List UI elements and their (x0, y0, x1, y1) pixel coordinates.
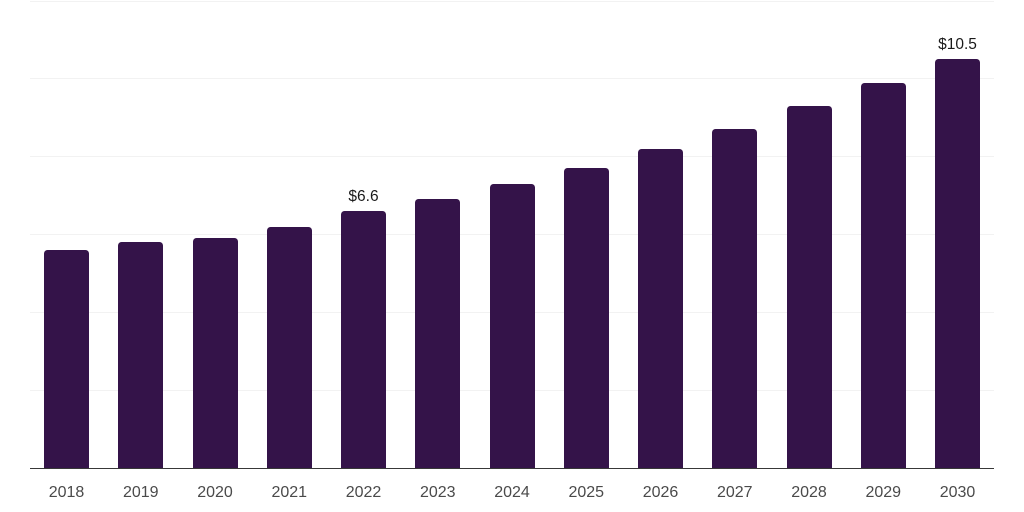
bar-2025 (563, 168, 609, 468)
bar-group-2029 (860, 1, 906, 468)
x-axis-label-2026: 2026 (642, 484, 679, 501)
bar-group-2028 (786, 1, 832, 468)
bar-2021 (266, 226, 312, 468)
plot-area: $6.6 $10.5 (30, 0, 994, 469)
x-axis-label-2030: 2030 (939, 484, 976, 501)
bar-2028 (786, 106, 832, 468)
x-axis-label-2025: 2025 (568, 484, 605, 501)
bar-group-2023 (415, 1, 461, 468)
x-axis-label-2022: 2022 (345, 484, 382, 501)
bar-2022 (341, 211, 386, 468)
bar-group-2020 (192, 1, 238, 468)
x-axis-tick-labels: 2018 2019 2020 2021 2022 2023 2024 2025 2026 2027… (44, 485, 980, 501)
x-axis-label-2019: 2019 (122, 484, 159, 501)
bar-2018 (44, 250, 89, 468)
bar-value-label-2022: $6.6 (348, 187, 379, 205)
gridline-12 (30, 0, 994, 2)
gridline-10 (30, 78, 994, 80)
x-axis-label-2024: 2024 (494, 484, 530, 501)
bar-group-2021 (266, 1, 312, 468)
bar-group-2018 (44, 1, 89, 468)
x-axis-label-2029: 2029 (865, 484, 902, 501)
bar-2024 (489, 183, 535, 468)
x-axis-label-2027: 2027 (716, 484, 753, 501)
bar-2027 (712, 129, 758, 468)
bar-2023 (415, 199, 461, 468)
bar-2026 (638, 148, 683, 468)
bar-group-2019 (118, 1, 164, 468)
gridline-8 (30, 156, 994, 158)
bar-group-2026 (638, 1, 683, 468)
bar-2020 (192, 238, 238, 468)
bar-2029 (860, 82, 906, 468)
bar-group-2024 (489, 1, 535, 468)
bar-group-2025 (563, 1, 609, 468)
x-axis-label-2018: 2018 (48, 484, 85, 501)
x-axis-label-2021: 2021 (271, 484, 308, 501)
x-axis-label-2023: 2023 (419, 484, 456, 501)
x-axis-label-2028: 2028 (791, 484, 827, 501)
bar-series: $6.6 $10.5 (44, 1, 980, 468)
x-axis-label-2020: 2020 (197, 484, 233, 501)
bar-value-label-2030: $10.5 (938, 35, 977, 53)
bar-2019 (118, 242, 164, 468)
bar-group-2027 (712, 1, 758, 468)
bar-group-2030: $10.5 (935, 1, 980, 468)
bar-2030 (935, 59, 980, 468)
bar-group-2022: $6.6 (341, 1, 386, 468)
